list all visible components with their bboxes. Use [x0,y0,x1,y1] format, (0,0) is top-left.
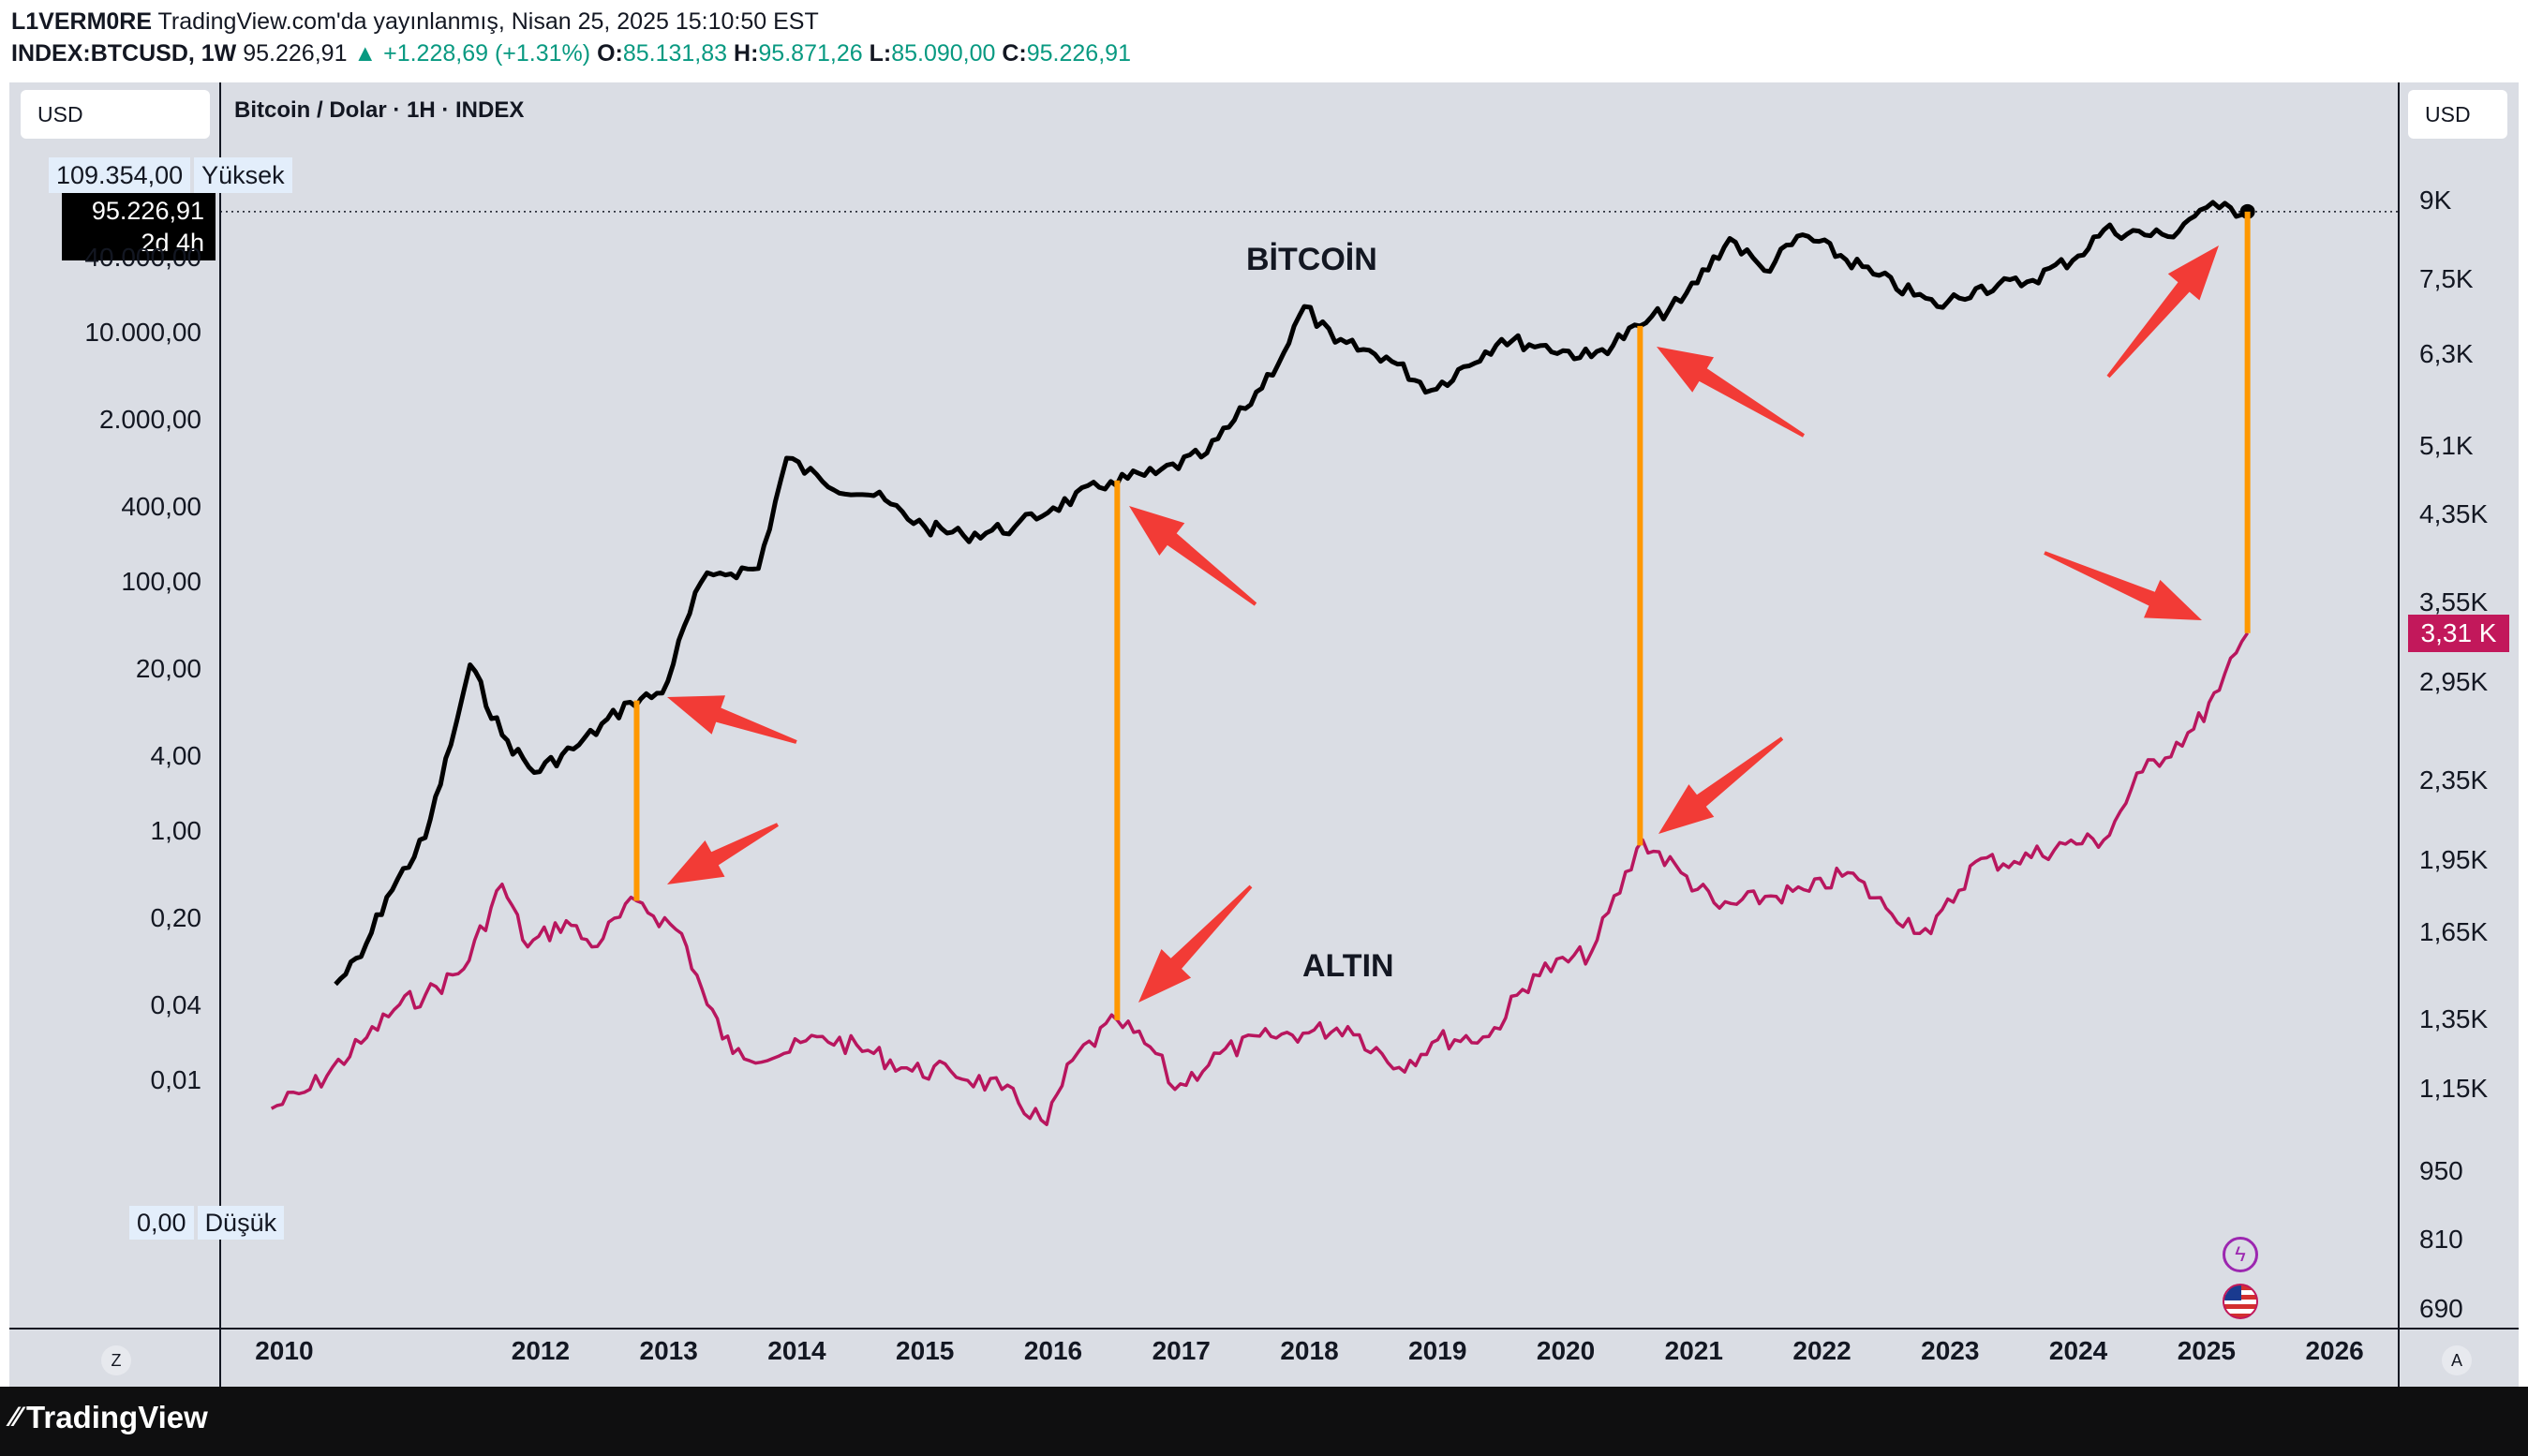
time-axis-tick: 2014 [767,1336,826,1365]
bitcoin-label: BİTCOİN [1246,242,1377,277]
left-currency-label: USD [37,101,83,126]
right-axis-tick: 2,35K [2419,765,2489,795]
timezone-toggle[interactable]: Z [101,1345,131,1375]
time-axis-tick: 2022 [1792,1336,1851,1365]
right-axis-tick: 950 [2419,1155,2463,1185]
auto-scale-letter: A [2450,1350,2462,1370]
last-price-value: 95.226,91 [91,197,204,225]
time-axis-tick: 2017 [1152,1336,1211,1365]
left-axis-tick: 0,04 [150,989,202,1019]
left-axis-tick: 100,00 [121,567,201,596]
right-axis-tick: 7,5K [2419,263,2474,293]
high-value: 109.354,00 [49,157,191,193]
chart-panel [9,82,2519,1387]
lightning-icon[interactable]: ϟ [2223,1237,2258,1272]
open-value: 85.131,83 [622,40,728,67]
footer-bar [0,1387,2528,1456]
last-price-tag: 95.226,91 2d 4h [62,193,216,260]
left-axis-tick: 1,00 [150,816,202,845]
right-axis-tick: 1,95K [2419,845,2489,875]
time-axis-tick: 2026 [2305,1336,2364,1365]
time-axis-tick: 2021 [1664,1336,1723,1365]
right-axis-tick: 690 [2419,1294,2463,1323]
left-axis-tick: 0,01 [150,1065,202,1094]
auto-scale-toggle[interactable]: A [2442,1345,2472,1375]
us-flag-icon[interactable] [2223,1284,2258,1319]
right-axis-tick: 4,35K [2419,498,2489,528]
time-axis-tick: 2015 [896,1336,955,1365]
low-value: 85.090,00 [891,40,996,67]
left-axis-tick: 400,00 [121,491,201,521]
left-axis-tick: 20,00 [135,653,201,683]
annotation-arrow-4 [1657,347,1805,438]
right-axis-tick: 1,15K [2419,1073,2489,1103]
right-axis-tick: 1,35K [2419,1003,2489,1033]
annotation-arrow-5 [1658,736,1784,834]
time-axis-tick: 2025 [2177,1336,2236,1365]
bitcoin-series-line [334,200,2249,987]
chart-canvas[interactable] [0,0,2528,1387]
right-currency-button[interactable]: USD [2408,90,2507,139]
left-axis-tick: 2.000,00 [99,404,201,434]
high-label: Yüksek [194,157,292,193]
high-label: H: [734,40,759,67]
tradingview-logo-icon: ⁄⁄ [11,1402,22,1433]
high-value: 95.871,26 [758,40,863,67]
left-axis-tick: 10.000,00 [84,318,201,347]
time-axis-tick: 2023 [1921,1336,1980,1365]
right-axis-tick: 6,3K [2419,339,2474,369]
symbol-label: INDEX:BTCUSD, 1W [11,40,237,67]
tradingview-logo[interactable]: ⁄⁄ TradingView [11,1400,208,1435]
right-axis-tick: 3,55K [2419,587,2489,617]
low-label: L: [869,40,892,67]
time-axis-tick: 2012 [511,1336,571,1365]
timezone-letter: Z [111,1350,122,1370]
time-axis-tick: 2020 [1536,1336,1596,1365]
close-label: C: [1002,40,1027,67]
publish-info: TradingView.com'da yayınlanmış, Nisan 25… [157,8,819,35]
ohlc-line: INDEX:BTCUSD, 1W 95.226,91 ▲ +1.228,69 (… [11,37,1131,69]
publish-line: L1VERM0RE TradingView.com'da yayınlanmış… [11,6,1131,37]
annotation-arrow-7 [2044,551,2202,620]
gold-price-value: 3,31 K [2420,618,2497,647]
change-text: ▲ +1.228,69 (+1.31%) [353,40,591,67]
left-axis-tick: 0,20 [150,902,202,932]
right-axis-tick: 2,95K [2419,666,2489,696]
author-name[interactable]: L1VERM0RE [11,8,153,35]
open-label: O: [597,40,623,67]
close-value: 95.226,91 [1026,40,1131,67]
gold-price-tag: 3,31 K [2408,615,2509,652]
time-axis-tick: 2019 [1408,1336,1467,1365]
last-price-text: 95.226,91 [243,40,348,67]
time-axis-tick: 2024 [2048,1336,2108,1365]
annotation-arrow-2 [1129,506,1257,606]
right-axis-tick: 9K [2419,186,2452,215]
gold-series-line [270,631,2250,1126]
chart-title: Bitcoin / Dolar · 1H · INDEX [234,97,525,123]
chart-header: L1VERM0RE TradingView.com'da yayınlanmış… [11,6,1131,69]
right-axis-tick: 5,1K [2419,430,2474,460]
annotation-arrow-6 [2106,245,2219,379]
low-marker: 0,00 Düşük [129,1206,285,1240]
high-marker: 109.354,00 Yüksek [49,157,292,193]
right-axis-tick: 1,65K [2419,917,2489,947]
annotation-arrow-0 [667,695,797,744]
low-value: 0,00 [129,1206,194,1240]
time-axis-tick: 2018 [1280,1336,1339,1365]
time-axis-tick: 2016 [1023,1336,1083,1365]
right-currency-label: USD [2425,101,2471,126]
right-axis-tick: 810 [2419,1225,2463,1255]
low-label: Düşük [197,1206,285,1240]
time-axis-tick: 2013 [639,1336,698,1365]
left-axis-tick: 40.000,00 [84,242,201,272]
annotation-arrow-3 [1138,884,1253,1003]
left-currency-button[interactable]: USD [21,90,210,139]
bar-countdown: 2d 4h [141,229,204,257]
time-axis-tick: 2010 [255,1336,314,1365]
tradingview-brand: TradingView [26,1400,208,1434]
left-axis-tick: 4,00 [150,740,202,770]
gold-label: ALTIN [1302,948,1394,984]
annotation-arrow-1 [667,823,779,884]
